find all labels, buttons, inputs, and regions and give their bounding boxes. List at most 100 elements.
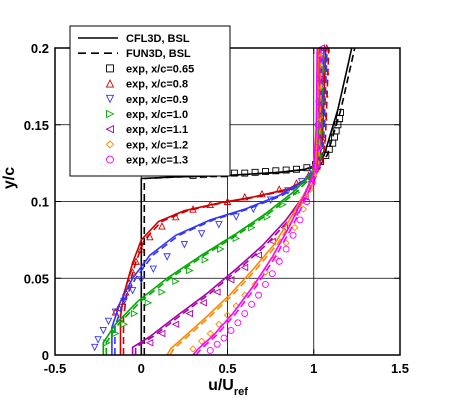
exp-point	[284, 187, 292, 195]
legend-entry: exp, x/c=1.0	[106, 109, 188, 121]
exp-point	[206, 346, 214, 354]
exp-point	[171, 320, 180, 329]
exp-point	[293, 188, 301, 197]
x-axis-label: u/Uref	[208, 377, 248, 398]
legend-box	[69, 25, 231, 177]
exp-point	[213, 288, 221, 296]
exp-point	[337, 109, 344, 116]
exp-point	[189, 205, 197, 213]
legend-label: exp, x/c=1.0	[126, 109, 188, 121]
legend-label: exp, x/c=0.8	[126, 79, 188, 91]
exp-point	[163, 253, 171, 261]
y-tick-label: 0.1	[31, 195, 49, 210]
legend-marker	[105, 94, 115, 104]
exp-point	[254, 251, 262, 259]
exp-point	[255, 291, 262, 299]
exp-point	[215, 320, 223, 328]
exp-point	[282, 245, 290, 253]
exp-point	[99, 326, 108, 335]
exp-point	[321, 90, 329, 98]
series-x-c-1.3	[192, 47, 325, 356]
exp-point	[317, 52, 325, 60]
fun3d-line	[169, 47, 322, 356]
cfl3d-line	[192, 47, 318, 356]
exp-point	[137, 276, 145, 284]
exp-point	[249, 205, 258, 214]
exp-point	[94, 336, 102, 344]
legend-label: FUN3D, BSL	[126, 48, 191, 60]
series-x-c-1.0	[102, 47, 327, 355]
cfl3d-line	[166, 47, 319, 356]
exp-point	[103, 338, 111, 347]
exp-point	[275, 257, 283, 265]
x-tick-label: -0.5	[44, 361, 66, 376]
legend-label: exp, x/c=1.3	[126, 155, 188, 167]
exp-point	[137, 245, 145, 253]
exp-point	[111, 308, 120, 317]
exp-point	[272, 254, 280, 262]
y-tick-label: 0.15	[24, 118, 49, 133]
exp-point	[128, 268, 137, 276]
x-tick-label: 0	[138, 361, 145, 376]
exp-point	[104, 317, 113, 326]
exp-point	[315, 144, 323, 152]
exp-point	[206, 200, 214, 209]
exp-point	[146, 232, 154, 241]
exp-point	[305, 176, 313, 184]
y-axis-label: y/c	[1, 167, 18, 189]
exp-point	[317, 82, 325, 91]
exp-point	[313, 144, 321, 152]
exp-point	[282, 166, 290, 174]
legend-label: CFL3D, BSL	[126, 33, 190, 45]
legend-entry: exp, x/c=1.1	[105, 124, 188, 136]
exp-point	[223, 311, 232, 319]
legend-entry: exp, x/c=0.9	[105, 94, 188, 106]
series-layer	[90, 43, 356, 356]
exp-point	[199, 299, 207, 307]
exp-point	[241, 192, 249, 201]
exp-point	[325, 145, 333, 153]
exp-point	[234, 319, 242, 327]
legend: CFL3D, BSL FUN3D, BSL exp, x/c=0.65 exp, x/…	[69, 25, 231, 177]
exp-point	[158, 288, 166, 296]
exp-point	[316, 75, 324, 83]
cfl3d-line	[102, 47, 322, 355]
exp-point	[248, 300, 256, 308]
y-tick-label: 0	[42, 348, 49, 363]
exp-point	[201, 256, 210, 264]
legend-label: exp, x/c=1.2	[126, 139, 188, 151]
legend-entry: exp, x/c=0.8	[105, 79, 188, 91]
exp-point	[248, 223, 256, 232]
y-tick-label: 0.2	[31, 41, 49, 56]
legend-marker	[106, 155, 114, 164]
exp-point	[132, 257, 140, 265]
exp-point	[217, 245, 225, 253]
exp-point	[197, 337, 206, 345]
exp-point	[232, 234, 241, 243]
exp-point	[111, 329, 120, 338]
exp-point	[172, 277, 180, 286]
x-axis-label-subscript: ref	[234, 386, 248, 398]
exp-point	[120, 320, 129, 329]
exp-point	[226, 276, 235, 284]
exp-point	[215, 221, 223, 229]
exp-point	[275, 185, 283, 193]
exp-point	[145, 338, 154, 347]
exp-point	[172, 212, 180, 221]
exp-point	[262, 168, 269, 176]
exp-point	[306, 185, 314, 193]
exp-point	[240, 263, 249, 272]
exp-point	[262, 280, 269, 288]
exp-point	[322, 67, 330, 75]
exp-point	[213, 340, 221, 348]
legend-marker	[106, 64, 114, 73]
exp-point	[308, 179, 316, 187]
exp-point	[130, 309, 139, 318]
legend-marker	[105, 124, 114, 134]
x-tick-label: 1.5	[391, 361, 409, 376]
x-tick-label: 1	[310, 361, 317, 376]
exp-point	[314, 121, 322, 129]
exp-point	[121, 288, 130, 296]
exp-point	[266, 196, 275, 204]
